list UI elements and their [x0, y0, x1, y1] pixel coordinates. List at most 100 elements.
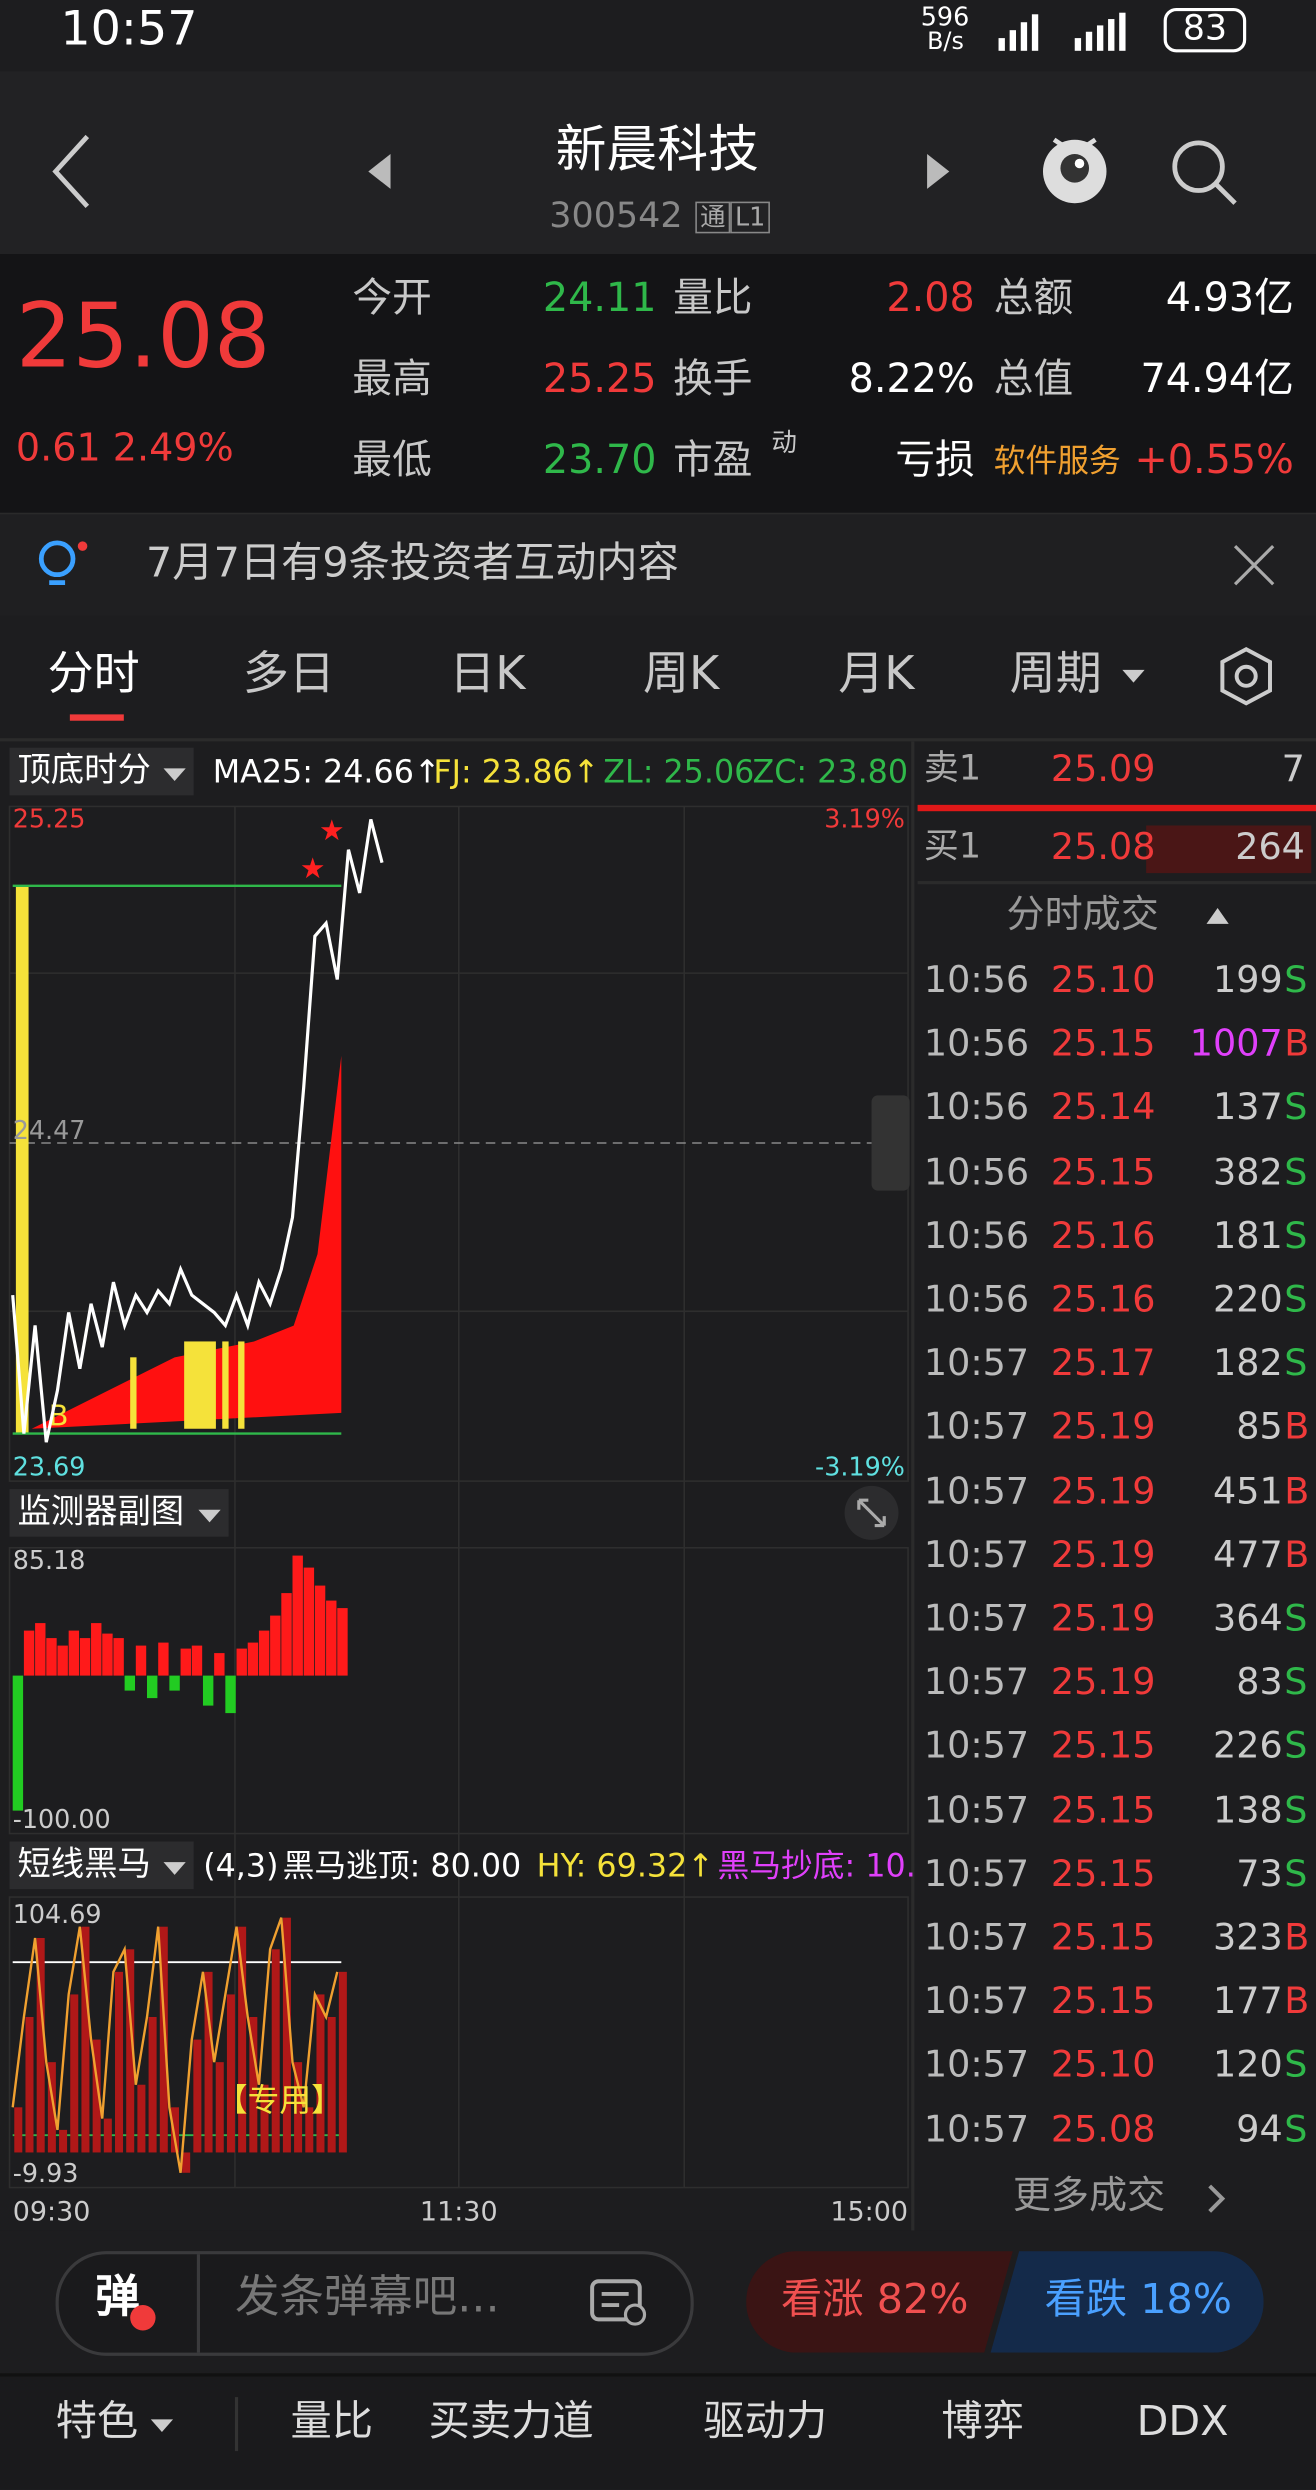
bottom-nav [0, 2373, 1316, 2490]
monitor-select[interactable] [9, 1489, 229, 1537]
trade-vol: 181 [1212, 1215, 1283, 1257]
trade-time: 10:57 [923, 1534, 1030, 1577]
monitor-bar [158, 1642, 169, 1676]
stock-name: 新晨科技 [555, 119, 759, 180]
notice-bar[interactable] [0, 512, 1316, 616]
trade-price: 25.15 [1050, 1981, 1156, 2023]
trade-vol: 73 [1236, 1853, 1283, 1896]
horse-bar [204, 1971, 213, 2153]
trade-time: 10:57 [923, 1343, 1030, 1385]
nav-item[interactable]: DDX [1136, 2398, 1229, 2447]
badge: 通 [695, 201, 731, 234]
horse-params: (4,3) [203, 1846, 279, 1885]
caret [198, 1509, 221, 1523]
danmaku-placeholder: 发条弹幕吧... [234, 2270, 500, 2323]
trade-side: B [1284, 1024, 1310, 1066]
time-label: 09:30 [13, 2196, 91, 2227]
trade-side: B [1284, 1917, 1310, 1959]
nav-item[interactable]: 特色 [55, 2398, 139, 2447]
trade-side: S [1284, 2045, 1308, 2087]
stat-label: 软件服务 [993, 441, 1121, 480]
tab[interactable]: 月K [838, 646, 915, 701]
axis-label: 25.25 [13, 804, 86, 834]
horse-bar [182, 2152, 191, 2173]
axis-label: -9.93 [13, 2158, 79, 2188]
nav-item[interactable]: 博弈 [941, 2398, 1024, 2447]
tab[interactable]: 分时 [47, 646, 140, 701]
next-stock[interactable] [921, 151, 959, 192]
vote-up[interactable]: 看涨 82% [781, 2276, 969, 2325]
trade-side: S [1284, 1151, 1308, 1194]
horse-bar [70, 1994, 79, 2153]
horse-bar [282, 1917, 291, 2153]
divider [196, 2254, 201, 2353]
trade-vol: 120 [1212, 2045, 1283, 2087]
trade-time: 10:56 [923, 960, 1030, 1002]
book-bar [917, 804, 1316, 812]
horse-bar [148, 2017, 157, 2153]
tab[interactable]: 周期 [1009, 646, 1102, 701]
more-trades[interactable]: 更多成交 [1012, 2173, 1166, 2218]
tab[interactable]: 多日 [242, 646, 335, 701]
monitor-bar [46, 1638, 57, 1676]
monitor-bar [214, 1653, 225, 1676]
axis-label: 3.19% [824, 804, 905, 834]
horse-bar [25, 2017, 34, 2153]
danmaku-dot [130, 2305, 156, 2331]
indicator-value: MA25: 24.66↑ [212, 752, 441, 791]
tab[interactable]: 周K [642, 646, 720, 701]
trades-title[interactable]: 分时成交 [1006, 892, 1159, 937]
trade-time: 10:56 [923, 1215, 1030, 1257]
trade-price: 25.15 [1050, 1024, 1156, 1066]
horse-select[interactable] [9, 1841, 194, 1890]
monitor-bar [23, 1630, 35, 1676]
divider [0, 738, 1316, 742]
net-unit: B/s [927, 26, 964, 56]
indicator-select[interactable] [9, 747, 194, 796]
divider [917, 881, 1316, 885]
search-button[interactable] [1167, 135, 1243, 211]
horse-value: HY: 69.32↑ [536, 1846, 714, 1885]
caret [163, 1862, 186, 1875]
monitor-bar [102, 1633, 113, 1676]
close-notice[interactable] [1229, 540, 1280, 591]
mascot-icon[interactable] [1035, 127, 1114, 216]
quote-bg [0, 254, 1316, 513]
tab[interactable]: 日K [449, 646, 526, 701]
stat-value: 8.22% [848, 355, 975, 402]
horse-bar [338, 1971, 347, 2153]
trade-time: 10:57 [923, 1598, 1030, 1640]
trade-vol: 85 [1236, 1407, 1283, 1449]
stat-value: 亏损 [895, 436, 975, 483]
expand-handle[interactable] [871, 1095, 910, 1191]
monitor-name: 监测器副图 [17, 1492, 185, 1531]
horse-bar [193, 2039, 202, 2153]
indicator-value: FJ: 23.86↑ [433, 752, 600, 791]
vote-bar [746, 2251, 1264, 2353]
trade-side: B [1284, 1534, 1310, 1577]
stat-value: 25.25 [542, 355, 657, 402]
trade-price: 25.08 [1050, 2109, 1156, 2151]
danmaku-input[interactable] [55, 2251, 694, 2356]
divider [234, 2397, 239, 2452]
settings-button[interactable] [1214, 645, 1278, 709]
horse-bar [249, 2017, 258, 2153]
time-label: 11:30 [420, 2196, 498, 2227]
horse-bar [327, 2017, 336, 2153]
vote-down[interactable]: 看跌 18% [1044, 2276, 1232, 2325]
monitor-bar [303, 1567, 315, 1676]
prev-stock[interactable] [362, 151, 400, 192]
back-button[interactable] [40, 127, 104, 216]
horse-bar [92, 2039, 101, 2153]
nav-item[interactable]: 买卖力道 [428, 2398, 594, 2447]
danmaku-settings[interactable] [587, 2276, 651, 2327]
svg-text:★: ★ [300, 851, 326, 885]
fullscreen-button[interactable] [843, 1484, 900, 1541]
nav-item[interactable]: 量比 [290, 2398, 374, 2447]
trade-side: B [1284, 1981, 1310, 2023]
change-pct: 2.49% [112, 425, 234, 470]
trade-price: 25.19 [1050, 1534, 1156, 1577]
nav-item[interactable]: 驱动力 [703, 2398, 828, 2447]
horse-bar [126, 1949, 135, 2153]
